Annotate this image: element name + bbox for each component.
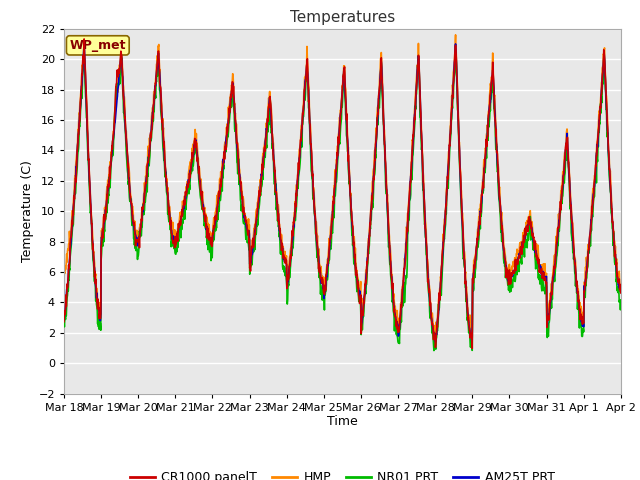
X-axis label: Time: Time: [327, 415, 358, 429]
Text: WP_met: WP_met: [70, 39, 126, 52]
Y-axis label: Temperature (C): Temperature (C): [21, 160, 35, 262]
Title: Temperatures: Temperatures: [290, 10, 395, 25]
Legend: CR1000 panelT, HMP, NR01 PRT, AM25T PRT: CR1000 panelT, HMP, NR01 PRT, AM25T PRT: [125, 467, 560, 480]
